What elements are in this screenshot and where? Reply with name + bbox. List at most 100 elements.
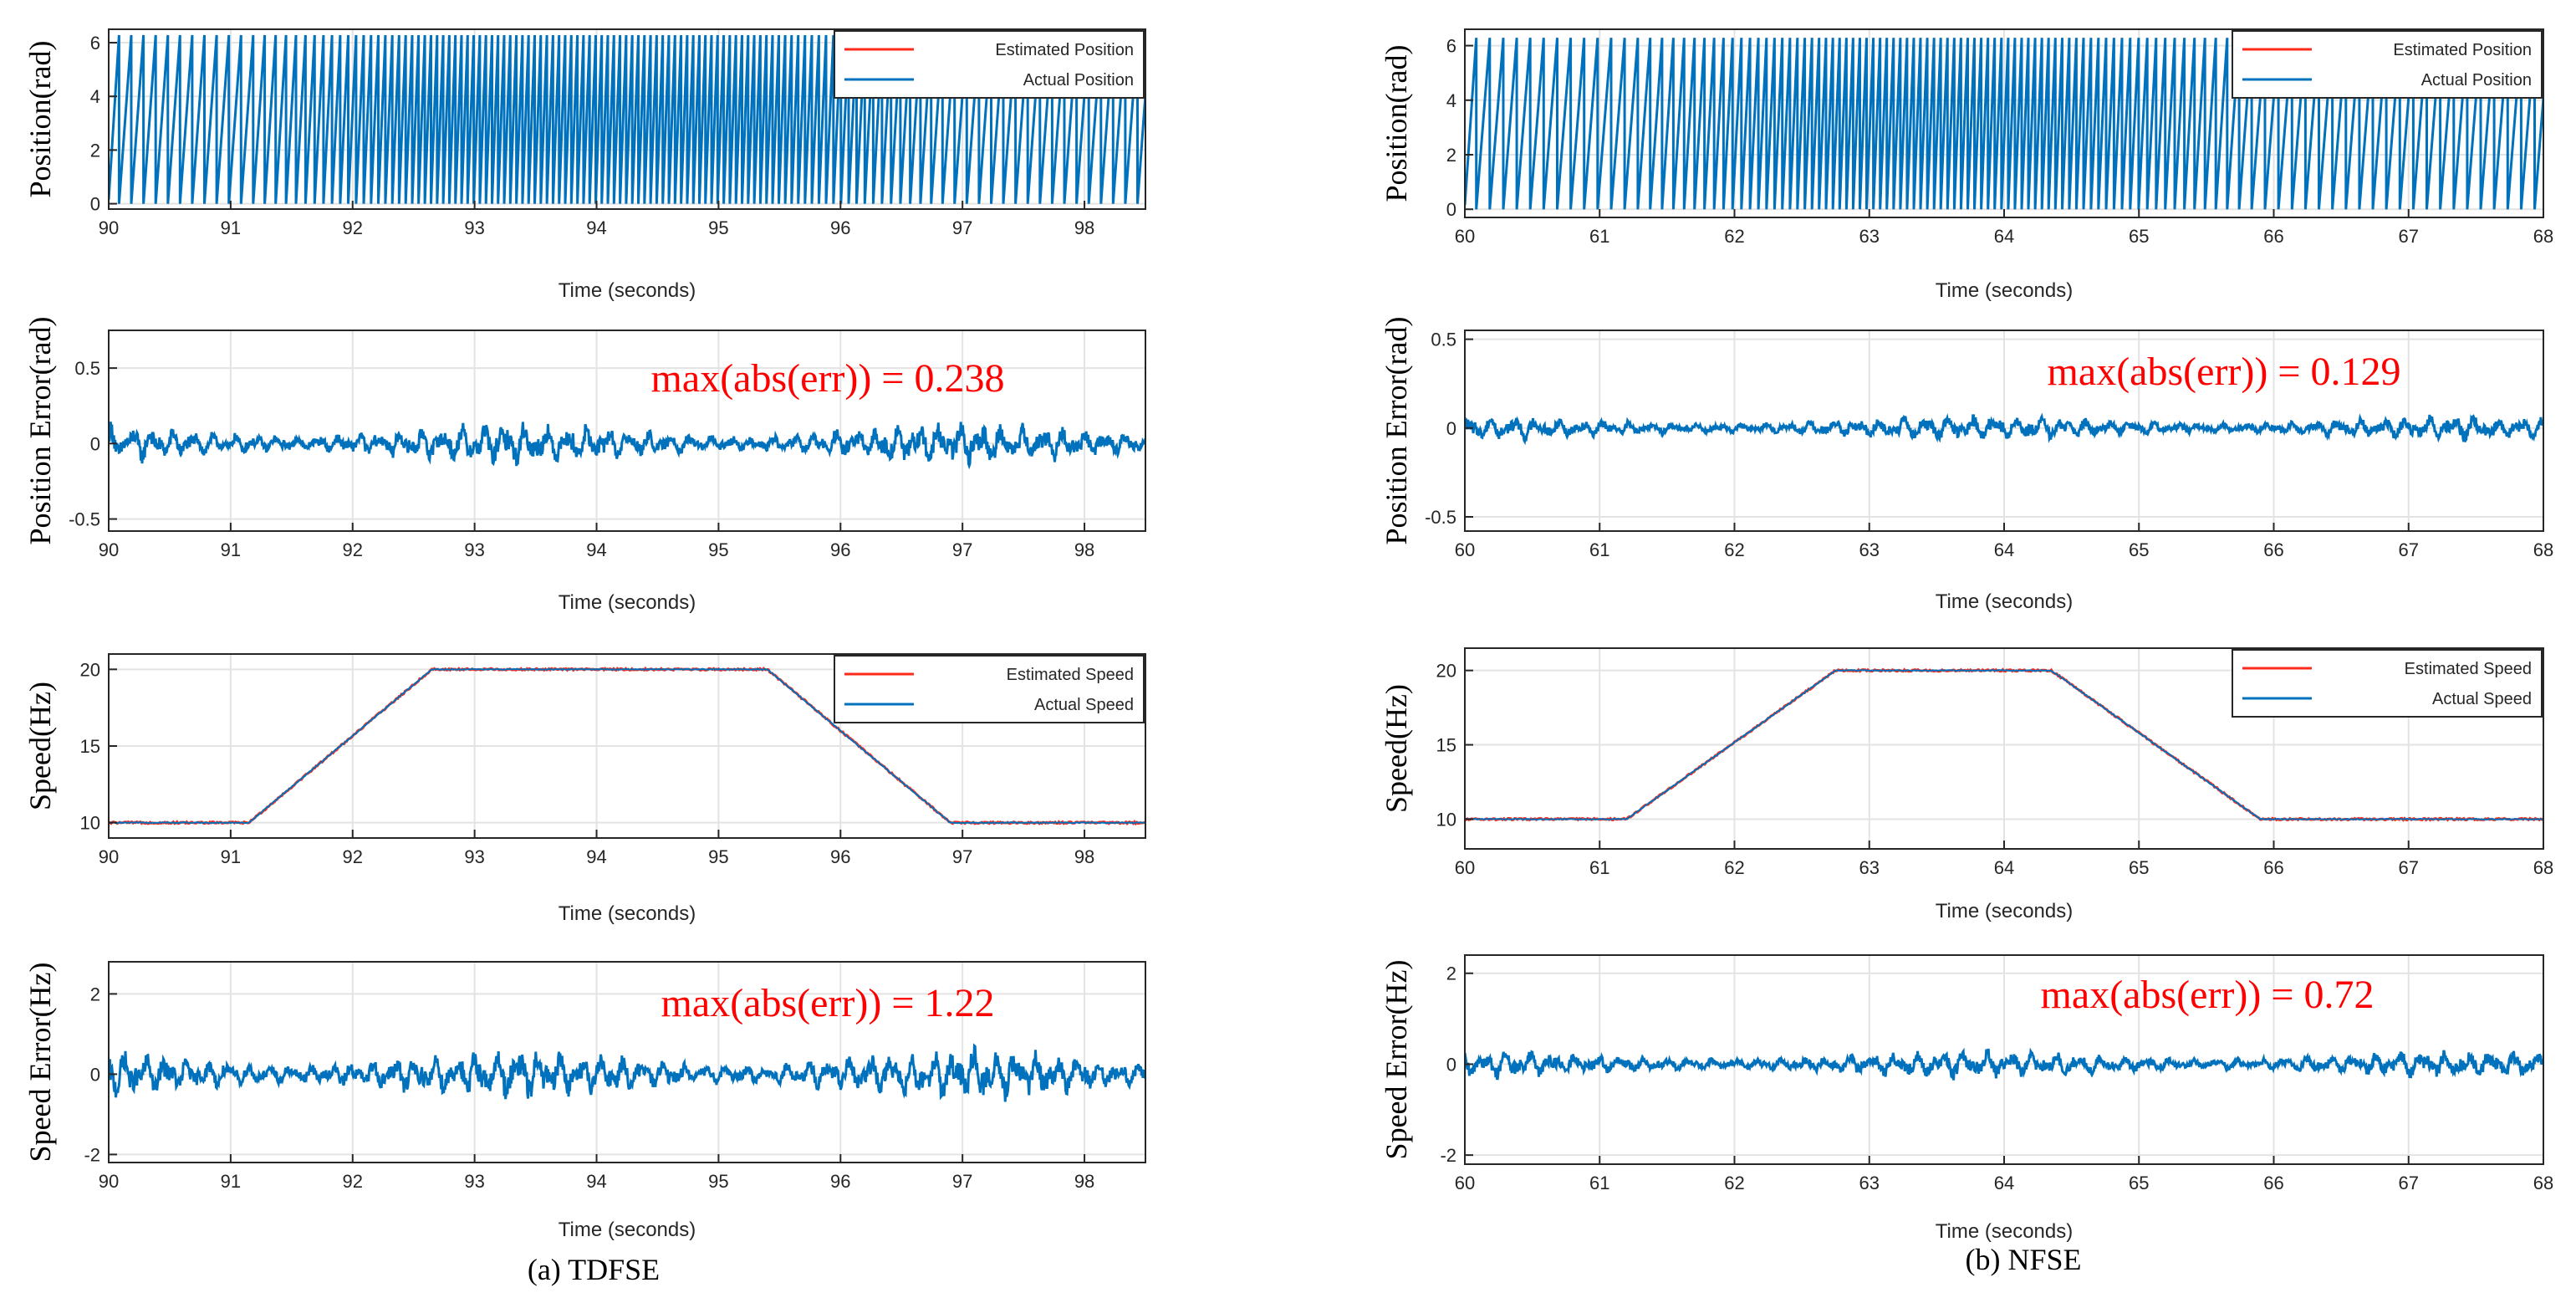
x-tick-label: 98 [1074, 539, 1094, 560]
x-axis-label: Time (seconds) [559, 902, 696, 925]
series-line-actual-speed [1465, 668, 2543, 821]
y-axis-label: Speed Error(Hz) [1380, 960, 1413, 1160]
data-layer [109, 422, 1145, 470]
y-tick-label: 10 [80, 813, 100, 834]
y-axis-label: Position(rad) [23, 41, 57, 198]
y-axis-label: Speed(Hz) [1380, 684, 1413, 813]
legend-entry: Actual Speed [2432, 690, 2532, 708]
legend-entry: Estimated Position [995, 41, 1134, 59]
x-tick-label: 61 [1589, 1173, 1609, 1193]
x-tick-label: 94 [586, 846, 606, 867]
x-tick-label: 66 [2263, 226, 2283, 247]
x-tick-label: 64 [1994, 539, 2014, 560]
y-tick-label: 0 [90, 433, 100, 454]
chart-a4: 90 91 92 93 94 95 96 97 98 -2 0 2 Time (seconds) Spee… [23, 961, 1146, 1241]
series-line-error [109, 1043, 1145, 1102]
y-tick-label: 0 [1446, 418, 1456, 439]
y-tick-label: 20 [1436, 661, 1456, 682]
y-tick-label: 4 [1446, 90, 1456, 111]
data-layer [1465, 412, 2543, 446]
y-tick-label: 2 [1446, 963, 1456, 984]
x-tick-label: 94 [586, 539, 606, 560]
x-tick-label: 96 [830, 1171, 850, 1192]
x-tick-label: 63 [1859, 1173, 1880, 1193]
data-layer [109, 666, 1145, 826]
chart-a2: 90 91 92 93 94 95 96 97 98 -0.5 0 0.5 Time (seconds)… [23, 317, 1146, 614]
x-tick-label: 97 [952, 217, 972, 238]
x-tick-label: 95 [708, 846, 728, 867]
x-tick-label: 96 [830, 539, 850, 560]
x-tick-label: 95 [708, 1171, 728, 1192]
series-line-error [109, 422, 1145, 470]
data-layer [109, 34, 1145, 204]
x-tick-label: 65 [2129, 226, 2149, 247]
y-tick-label: 6 [1446, 36, 1456, 57]
x-tick-label: 67 [2399, 226, 2419, 247]
x-tick-label: 93 [464, 1171, 484, 1192]
chart-a1: 90 91 92 93 94 95 96 97 98 0 2 4 6 Time (seconds) Posi… [23, 28, 1146, 302]
x-tick-label: 67 [2399, 857, 2419, 878]
series-line-error [1465, 412, 2543, 446]
x-tick-label: 98 [1074, 217, 1094, 238]
y-axis-label: Speed(Hz) [23, 682, 57, 810]
x-tick-label: 66 [2263, 857, 2283, 878]
y-tick-label: 0 [1446, 1054, 1456, 1075]
x-tick-label: 96 [830, 846, 850, 867]
x-tick-label: 68 [2533, 857, 2553, 878]
chart-b4: 60 61 62 63 64 65 66 67 68 -2 0 2 Time (seconds) Spee… [1380, 954, 2553, 1243]
caption-a: (a) TDFSE [528, 1253, 660, 1286]
max-error-annotation: max(abs(err)) = 0.238 [651, 356, 1005, 401]
x-tick-label: 92 [343, 217, 363, 238]
x-axis-label: Time (seconds) [1936, 279, 2073, 302]
x-tick-label: 91 [221, 539, 241, 560]
caption-b: (b) NFSE [1965, 1243, 2081, 1276]
x-tick-label: 64 [1994, 226, 2014, 247]
x-axis-label: Time (seconds) [1936, 1220, 2073, 1243]
x-axis-label: Time (seconds) [559, 279, 696, 302]
x-tick-label: 67 [2399, 539, 2419, 560]
y-tick-label: 0 [90, 1064, 100, 1085]
y-tick-label: 4 [90, 86, 100, 107]
x-tick-label: 60 [1455, 539, 1475, 560]
axes-box [108, 330, 1146, 532]
y-tick-label: -2 [84, 1144, 100, 1165]
x-tick-label: 93 [464, 217, 484, 238]
y-tick-label: -0.5 [1425, 507, 1456, 528]
x-axis-label: Time (seconds) [1936, 900, 2073, 922]
x-tick-label: 93 [464, 846, 484, 867]
data-layer [1465, 38, 2543, 210]
x-tick-label: 63 [1859, 857, 1880, 878]
legend-entry: Estimated Speed [1007, 666, 1134, 684]
y-tick-label: 0.5 [1431, 330, 1456, 350]
x-tick-label: 91 [221, 1171, 241, 1192]
x-tick-label: 62 [1724, 1173, 1744, 1193]
x-tick-label: 66 [2263, 539, 2283, 560]
x-tick-label: 63 [1859, 539, 1880, 560]
series-line-actual-position [109, 34, 1145, 204]
y-tick-label: 2 [90, 984, 100, 1004]
x-tick-label: 97 [952, 539, 972, 560]
legend-box [834, 655, 1145, 723]
max-error-annotation: max(abs(err)) = 1.22 [661, 981, 995, 1025]
max-error-annotation: max(abs(err)) = 0.129 [2048, 350, 2401, 394]
x-tick-label: 90 [99, 539, 119, 560]
data-layer [1465, 1047, 2543, 1081]
y-tick-label: 15 [80, 736, 100, 757]
x-tick-label: 62 [1724, 857, 1744, 878]
legend-box [834, 30, 1145, 99]
y-tick-label: 0 [90, 194, 100, 215]
x-tick-label: 94 [586, 1171, 606, 1192]
y-tick-label: 2 [1446, 145, 1456, 166]
y-tick-label: -0.5 [69, 509, 100, 530]
series-line-actual-position [1465, 38, 2543, 210]
x-tick-label: 62 [1724, 539, 1744, 560]
chart-b1: 60 61 62 63 64 65 66 67 68 0 2 4 6 Time (seconds) Posi… [1380, 28, 2553, 302]
legend-box [2232, 30, 2543, 99]
legend-entry: Actual Position [1023, 71, 1134, 89]
x-tick-label: 60 [1455, 1173, 1475, 1193]
max-error-annotation: max(abs(err)) = 0.72 [2041, 973, 2375, 1017]
x-tick-label: 60 [1455, 857, 1475, 878]
x-tick-label: 65 [2129, 857, 2149, 878]
axes-box [108, 28, 1146, 210]
